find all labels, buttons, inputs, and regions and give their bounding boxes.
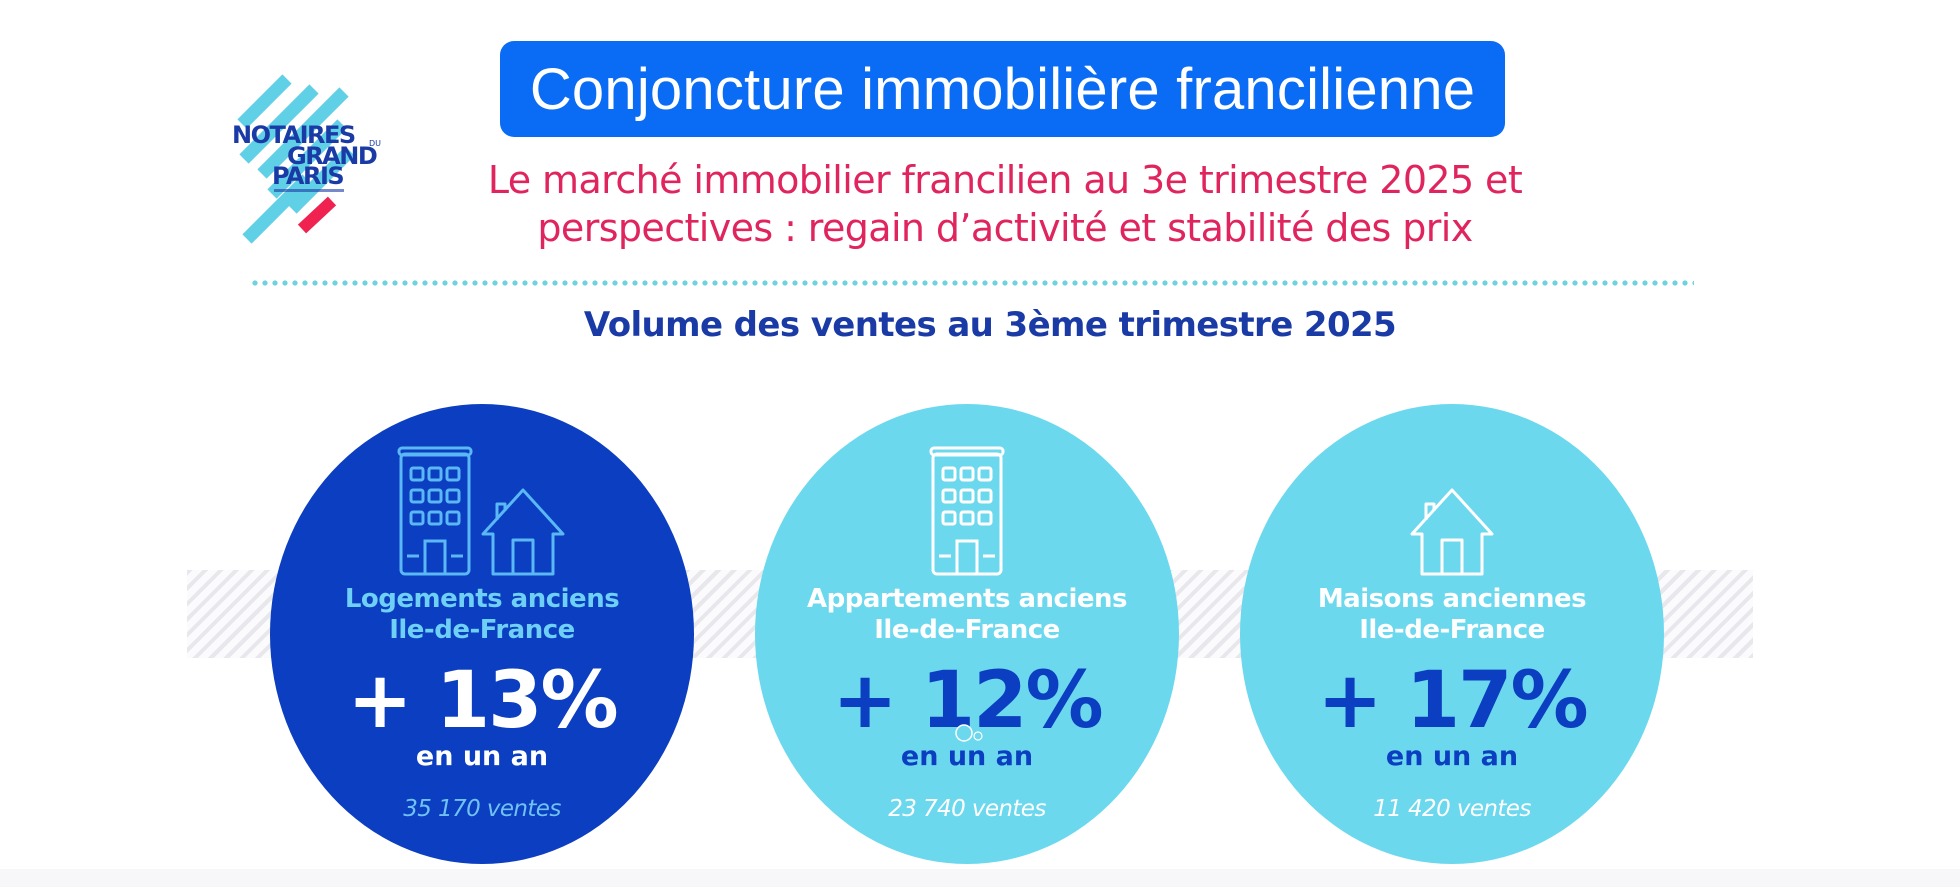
- stat-card-logements: Logements anciens Ile-de-France + 13% en…: [270, 404, 694, 864]
- subtitle: Le marché immobilier francilien au 3e tr…: [420, 156, 1590, 252]
- subtitle-line-1: Le marché immobilier francilien au 3e tr…: [487, 158, 1523, 202]
- svg-text:DU: DU: [369, 139, 381, 148]
- loading-indicator-icon: [955, 724, 983, 742]
- stat-sales-count: 23 740 ventes: [888, 796, 1046, 822]
- page-title: Conjoncture immobilière francilienne: [529, 56, 1476, 122]
- dotted-divider: [250, 280, 1694, 286]
- stat-label-line-1: Logements anciens: [344, 584, 620, 614]
- stat-period: en un an: [1385, 741, 1519, 772]
- house-icon: [1410, 488, 1494, 576]
- stat-label-line-2: Ile-de-France: [1359, 615, 1545, 645]
- title-banner: Conjoncture immobilière francilienne: [500, 41, 1505, 137]
- stat-sales-count: 35 170 ventes: [403, 796, 561, 822]
- stat-label-line-1: Maisons anciennes: [1317, 584, 1587, 614]
- stat-change: + 13%: [347, 656, 618, 746]
- svg-text:PARIS: PARIS: [272, 162, 343, 190]
- subtitle-line-2: perspectives : regain d’activité et stab…: [537, 206, 1473, 250]
- stat-label-line-2: Ile-de-France: [874, 615, 1060, 645]
- notaires-grand-paris-logo: NOTAIRES DU GRAND PARIS: [232, 64, 392, 249]
- section-heading: Volume des ventes au 3ème trimestre 2025: [583, 305, 1397, 345]
- stat-period: en un an: [415, 741, 549, 772]
- stat-label-line-2: Ile-de-France: [389, 615, 575, 645]
- logo-stripes-icon: NOTAIRES DU GRAND PARIS: [232, 74, 381, 244]
- stat-period: en un an: [900, 741, 1034, 772]
- stat-card-maisons: Maisons anciennes Ile-de-France + 17% en…: [1240, 404, 1664, 864]
- stat-change: + 17%: [1317, 656, 1588, 746]
- stat-sales-count: 11 420 ventes: [1373, 796, 1531, 822]
- bottom-strip: [0, 869, 1960, 887]
- svg-text:GRAND: GRAND: [287, 142, 377, 170]
- apartment-building-icon: [929, 446, 1005, 576]
- apartment-building-icon: [397, 446, 473, 576]
- stat-label-line-1: Appartements anciens: [807, 584, 1127, 614]
- svg-text:NOTAIRES: NOTAIRES: [232, 121, 355, 149]
- stat-card-appartements: Appartements anciens Ile-de-France + 12%…: [755, 404, 1179, 864]
- house-icon: [481, 488, 565, 576]
